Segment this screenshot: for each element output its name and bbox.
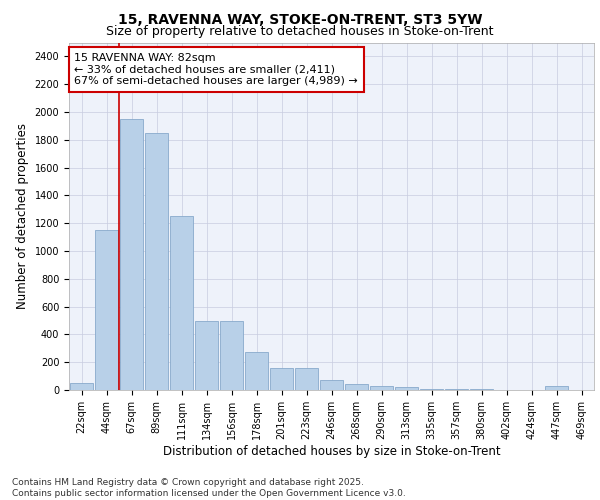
Text: 15 RAVENNA WAY: 82sqm
← 33% of detached houses are smaller (2,411)
67% of semi-d: 15 RAVENNA WAY: 82sqm ← 33% of detached … <box>74 53 358 86</box>
Bar <box>545 386 568 390</box>
Text: Size of property relative to detached houses in Stoke-on-Trent: Size of property relative to detached ho… <box>106 25 494 38</box>
Bar <box>445 389 468 390</box>
Bar <box>420 388 443 390</box>
Y-axis label: Number of detached properties: Number of detached properties <box>16 123 29 309</box>
Text: 15, RAVENNA WAY, STOKE-ON-TRENT, ST3 5YW: 15, RAVENNA WAY, STOKE-ON-TRENT, ST3 5YW <box>118 12 482 26</box>
Bar <box>270 368 293 390</box>
Bar <box>320 380 343 390</box>
Bar <box>245 352 268 390</box>
Bar <box>295 368 318 390</box>
Bar <box>70 383 93 390</box>
Bar <box>345 384 368 390</box>
Bar <box>145 133 168 390</box>
Bar <box>395 386 418 390</box>
Bar <box>370 386 393 390</box>
Bar <box>95 230 118 390</box>
Bar <box>120 119 143 390</box>
Bar <box>220 320 243 390</box>
Bar <box>195 320 218 390</box>
Bar <box>170 216 193 390</box>
X-axis label: Distribution of detached houses by size in Stoke-on-Trent: Distribution of detached houses by size … <box>163 444 500 458</box>
Text: Contains HM Land Registry data © Crown copyright and database right 2025.
Contai: Contains HM Land Registry data © Crown c… <box>12 478 406 498</box>
